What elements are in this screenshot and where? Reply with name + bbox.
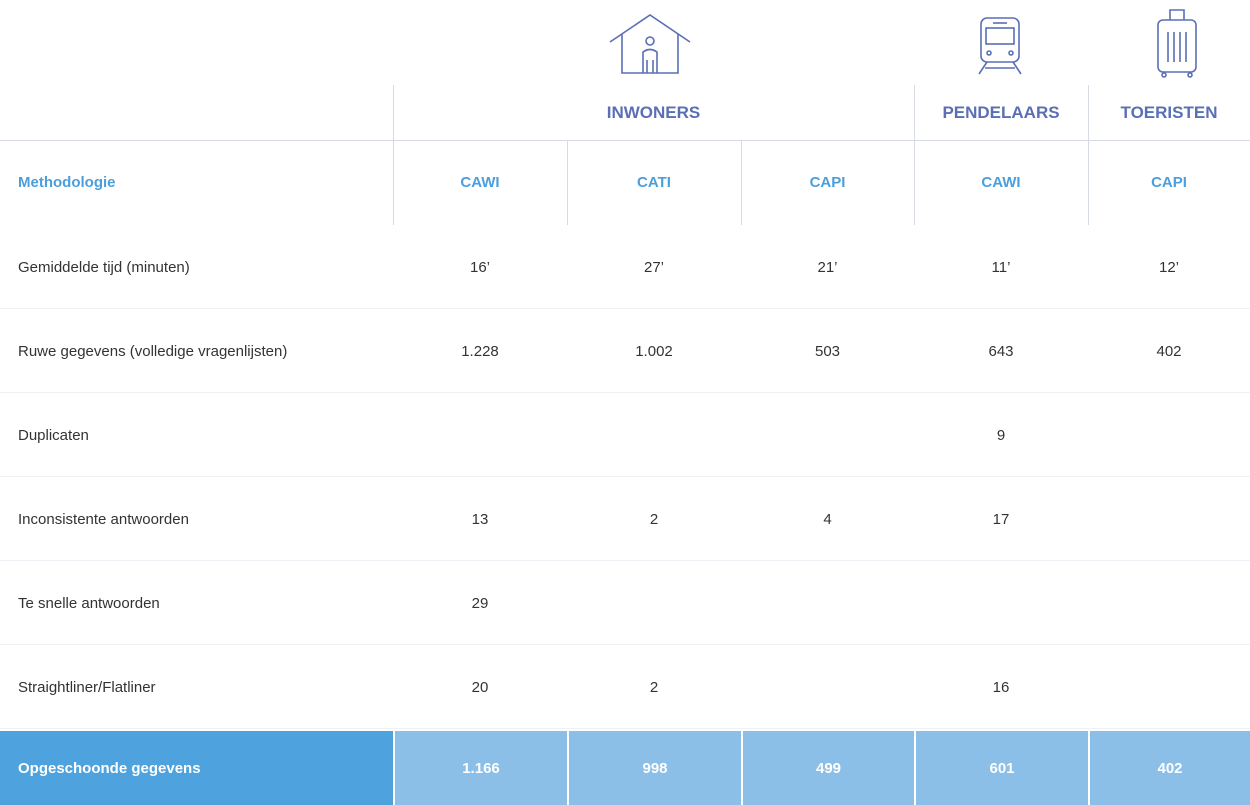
cell-value: 1.228	[461, 342, 499, 360]
group-header: PENDELAARS	[942, 102, 1060, 122]
total-label: Opgeschoonde gegevens	[0, 731, 393, 805]
cell-value: 16	[992, 678, 1010, 696]
total-value: 601	[916, 731, 1088, 805]
cell-value: 29	[471, 594, 489, 612]
divider	[393, 85, 394, 225]
cell-value: 27’	[643, 258, 665, 276]
total-value: 998	[569, 731, 741, 805]
cell-value: 11’	[991, 258, 1011, 276]
method-header: CAPI	[809, 174, 846, 191]
row-divider	[0, 728, 1250, 729]
divider	[741, 140, 742, 225]
row-divider	[0, 308, 1250, 309]
row-divider	[0, 560, 1250, 561]
row-divider	[0, 644, 1250, 645]
row-label: Methodologie	[18, 174, 116, 191]
method-header: CATI	[637, 174, 671, 191]
method-header: CAWI	[981, 174, 1021, 191]
row-label: Ruwe gegevens (volledige vragenlijsten)	[18, 342, 288, 360]
method-header: CAWI	[460, 174, 500, 191]
cell-value: 503	[814, 342, 841, 360]
row-label: Inconsistente antwoorden	[18, 510, 189, 528]
row-divider	[0, 392, 1250, 393]
method-header: CAPI	[1151, 174, 1187, 191]
divider	[567, 140, 568, 225]
row-label: Straightliner/Flatliner	[18, 678, 156, 696]
cell-value: 9	[996, 426, 1006, 444]
total-value: 402	[1090, 731, 1250, 805]
cell-value: 2	[649, 678, 659, 696]
cell-value: 16’	[469, 258, 491, 276]
total-value: 1.166	[395, 731, 567, 805]
row-label: Duplicaten	[18, 426, 89, 444]
cell-value: 12’	[1158, 258, 1180, 276]
group-header: INWONERS	[606, 102, 701, 122]
cell-value: 643	[988, 342, 1014, 360]
row-label: Te snelle antwoorden	[18, 594, 160, 612]
divider	[0, 140, 1250, 141]
suitcase-icon	[1157, 9, 1197, 78]
row-divider	[0, 476, 1250, 477]
cell-value: 21’	[817, 258, 838, 276]
cell-value: 20	[471, 678, 489, 696]
total-value: 499	[743, 731, 914, 805]
cell-value: 4	[823, 510, 832, 528]
divider	[1088, 85, 1089, 225]
cell-value: 2	[649, 510, 659, 528]
house-icon	[609, 14, 691, 74]
cell-value: 17	[992, 510, 1010, 528]
train-icon	[978, 17, 1022, 75]
row-label: Gemiddelde tijd (minuten)	[18, 258, 190, 276]
divider	[914, 85, 915, 225]
group-header: TOERISTEN	[1120, 102, 1218, 122]
cell-value: 1.002	[635, 342, 673, 360]
cell-value: 402	[1156, 342, 1182, 360]
cell-value: 13	[471, 510, 489, 528]
